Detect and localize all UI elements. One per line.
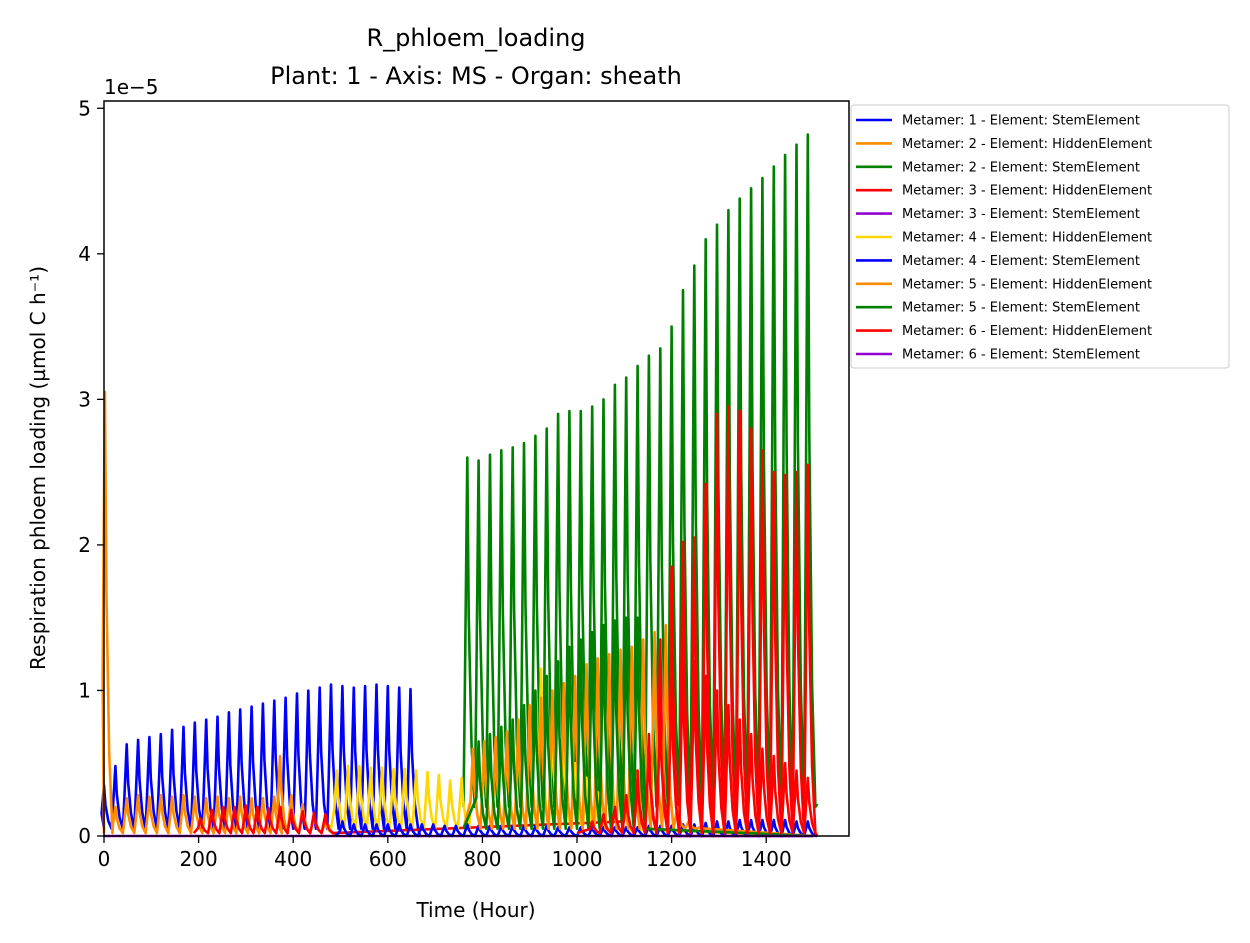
x-tick-label: 200 bbox=[180, 847, 218, 871]
x-axis-label: Time (Hour) bbox=[415, 898, 535, 922]
y-tick-label: 0 bbox=[78, 824, 91, 848]
legend-entry: Metamer: 5 - Element: StemElement bbox=[902, 301, 1140, 316]
legend-box bbox=[850, 104, 1230, 369]
y-tick-label: 1 bbox=[78, 678, 91, 702]
x-tick-label: 1200 bbox=[646, 847, 697, 871]
y-tick-label: 4 bbox=[78, 242, 91, 266]
axes-frame bbox=[103, 100, 850, 837]
series-layer bbox=[100, 133, 819, 838]
x-tick-label: 1400 bbox=[741, 847, 792, 871]
x-tick-label: 1000 bbox=[552, 847, 603, 871]
x-axis: 0 200 400 600 800 1000 1200 1400 bbox=[98, 836, 792, 871]
legend-entry: Metamer: 4 - Element: HiddenElement bbox=[902, 231, 1152, 246]
x-tick-label: 600 bbox=[369, 847, 407, 871]
legend-entry: Metamer: 2 - Element: StemElement bbox=[902, 160, 1140, 175]
legend-entry: Metamer: 6 - Element: StemElement bbox=[902, 348, 1140, 363]
series-line-8 bbox=[462, 623, 814, 838]
legend: Metamer: 1 - Element: StemElement Metamer… bbox=[850, 104, 1230, 369]
series-line-3 bbox=[462, 133, 819, 809]
legend-entry: Metamer: 3 - Element: StemElement bbox=[902, 207, 1140, 222]
y-axis-label: Respiration phloem loading (µmol C h⁻¹) bbox=[26, 266, 50, 670]
x-tick-label: 0 bbox=[98, 847, 111, 871]
chart-subtitle: Plant: 1 - Axis: MS - Organ: sheath bbox=[270, 62, 682, 90]
y-tick-label: 5 bbox=[78, 96, 91, 120]
series-line-2 bbox=[101, 390, 337, 837]
legend-entry: Metamer: 1 - Element: StemElement bbox=[902, 114, 1140, 129]
legend-entry: Metamer: 6 - Element: HiddenElement bbox=[902, 324, 1152, 339]
legend-entry: Metamer: 3 - Element: HiddenElement bbox=[902, 184, 1152, 199]
legend-entry: Metamer: 4 - Element: StemElement bbox=[902, 254, 1140, 269]
series-line-1 bbox=[100, 683, 422, 837]
chart-title: R_phloem_loading bbox=[366, 24, 585, 52]
y-tick-label: 3 bbox=[78, 387, 91, 411]
x-tick-label: 400 bbox=[274, 847, 312, 871]
y-multiplier: 1e−5 bbox=[104, 75, 159, 99]
series-line-9 bbox=[462, 616, 814, 838]
series-line-10 bbox=[576, 652, 819, 837]
legend-entry: Metamer: 5 - Element: HiddenElement bbox=[902, 277, 1152, 292]
y-axis: 0 1 2 3 4 5 bbox=[78, 96, 104, 848]
y-tick-label: 2 bbox=[78, 533, 91, 557]
x-tick-label: 800 bbox=[463, 847, 501, 871]
legend-entry: Metamer: 2 - Element: HiddenElement bbox=[902, 137, 1152, 152]
